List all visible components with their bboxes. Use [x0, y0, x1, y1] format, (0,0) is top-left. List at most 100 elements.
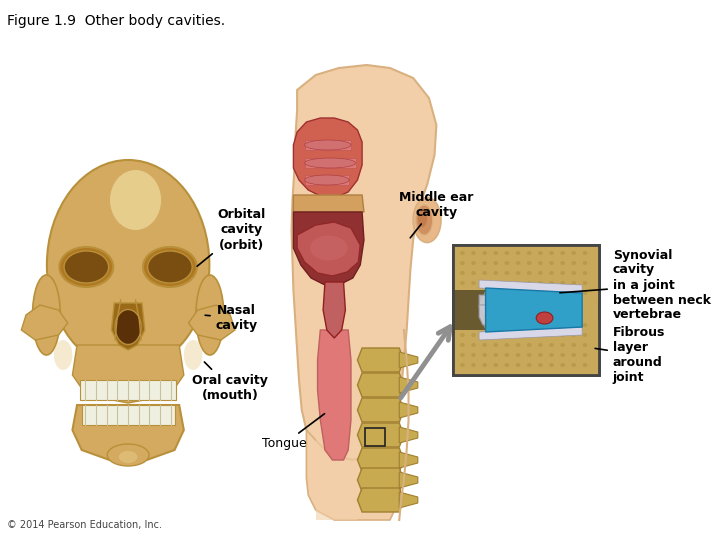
Ellipse shape [110, 170, 161, 230]
Ellipse shape [572, 343, 576, 347]
Ellipse shape [560, 281, 565, 285]
Ellipse shape [560, 353, 565, 357]
Ellipse shape [460, 363, 464, 367]
Ellipse shape [572, 251, 576, 255]
Ellipse shape [107, 444, 149, 466]
Text: Middle ear
cavity: Middle ear cavity [399, 191, 474, 238]
Ellipse shape [305, 158, 356, 168]
Ellipse shape [560, 363, 565, 367]
Ellipse shape [527, 251, 531, 255]
Ellipse shape [538, 261, 543, 265]
Ellipse shape [549, 353, 554, 357]
Text: © 2014 Pearson Education, Inc.: © 2014 Pearson Education, Inc. [7, 520, 163, 530]
Ellipse shape [184, 340, 202, 370]
Ellipse shape [582, 323, 588, 327]
Ellipse shape [527, 343, 531, 347]
Polygon shape [112, 303, 145, 350]
Ellipse shape [572, 333, 576, 337]
Ellipse shape [538, 363, 543, 367]
Ellipse shape [482, 333, 487, 337]
Ellipse shape [460, 343, 464, 347]
Ellipse shape [527, 333, 531, 337]
Ellipse shape [560, 343, 565, 347]
Polygon shape [357, 468, 404, 492]
Ellipse shape [305, 175, 349, 185]
Ellipse shape [460, 251, 464, 255]
Ellipse shape [572, 271, 576, 275]
Polygon shape [479, 295, 582, 317]
Polygon shape [73, 405, 184, 463]
Ellipse shape [516, 353, 521, 357]
Ellipse shape [527, 353, 531, 357]
Polygon shape [315, 345, 357, 520]
Ellipse shape [482, 261, 487, 265]
Ellipse shape [143, 247, 197, 287]
Ellipse shape [560, 291, 565, 295]
Ellipse shape [64, 251, 109, 283]
Ellipse shape [560, 333, 565, 337]
Ellipse shape [482, 343, 487, 347]
Ellipse shape [527, 323, 531, 327]
Ellipse shape [538, 271, 543, 275]
Bar [453, 245, 599, 375]
Polygon shape [357, 448, 404, 472]
Ellipse shape [505, 251, 509, 255]
Ellipse shape [516, 261, 521, 265]
Ellipse shape [115, 309, 141, 345]
Ellipse shape [418, 209, 427, 227]
Polygon shape [453, 320, 599, 375]
Ellipse shape [32, 275, 60, 355]
Ellipse shape [493, 353, 498, 357]
Ellipse shape [471, 261, 476, 265]
Ellipse shape [572, 363, 576, 367]
Polygon shape [400, 352, 418, 368]
Ellipse shape [493, 363, 498, 367]
Ellipse shape [471, 323, 476, 327]
Polygon shape [453, 290, 485, 330]
Ellipse shape [305, 140, 351, 150]
Polygon shape [189, 305, 235, 340]
Polygon shape [323, 282, 346, 338]
Bar [453, 245, 599, 375]
Ellipse shape [413, 198, 441, 242]
Ellipse shape [482, 281, 487, 285]
Polygon shape [400, 377, 418, 393]
Ellipse shape [516, 281, 521, 285]
Ellipse shape [460, 271, 464, 275]
Ellipse shape [516, 343, 521, 347]
Ellipse shape [196, 275, 224, 355]
Polygon shape [400, 427, 418, 443]
Bar [365, 428, 385, 446]
Ellipse shape [516, 251, 521, 255]
Ellipse shape [471, 271, 476, 275]
Ellipse shape [482, 291, 487, 295]
Polygon shape [400, 402, 418, 418]
Polygon shape [400, 452, 418, 468]
Polygon shape [357, 348, 404, 372]
Ellipse shape [527, 291, 531, 295]
Ellipse shape [516, 333, 521, 337]
Ellipse shape [119, 451, 138, 463]
Polygon shape [297, 222, 360, 276]
Polygon shape [307, 430, 397, 520]
Polygon shape [293, 212, 364, 285]
Ellipse shape [482, 363, 487, 367]
Ellipse shape [516, 363, 521, 367]
Text: Nasal
cavity: Nasal cavity [205, 304, 258, 332]
Polygon shape [453, 245, 599, 300]
Polygon shape [73, 345, 184, 403]
Ellipse shape [416, 205, 433, 235]
Ellipse shape [572, 281, 576, 285]
Polygon shape [357, 398, 404, 422]
Ellipse shape [482, 323, 487, 327]
Ellipse shape [460, 261, 464, 265]
Ellipse shape [471, 281, 476, 285]
Ellipse shape [482, 353, 487, 357]
Ellipse shape [538, 323, 543, 327]
Ellipse shape [560, 251, 565, 255]
Ellipse shape [538, 343, 543, 347]
Ellipse shape [582, 261, 588, 265]
Ellipse shape [527, 261, 531, 265]
Ellipse shape [572, 291, 576, 295]
Ellipse shape [572, 261, 576, 265]
